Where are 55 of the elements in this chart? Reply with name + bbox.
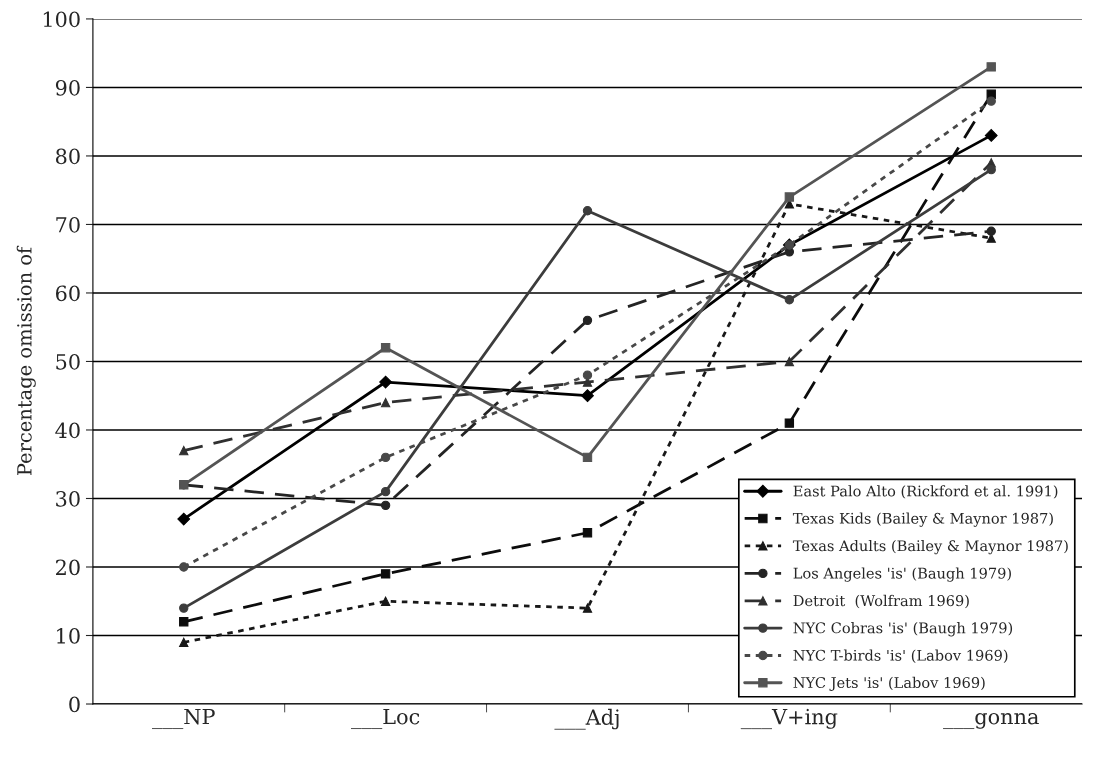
point (581, 389, 594, 403)
point (380, 569, 391, 579)
y-tick-label: 0 (69, 696, 80, 713)
point (380, 500, 391, 511)
point (179, 637, 189, 648)
legend-label: NYC T-birds 'is' (Labov 1969) (793, 649, 1008, 663)
legend-label: Texas Adults (Bailey & Maynor 1987) (792, 539, 1068, 555)
point (380, 596, 391, 606)
x-tick-label: ___NP (152, 708, 215, 730)
point (582, 206, 593, 216)
point (179, 445, 189, 456)
point (179, 603, 189, 613)
y-tick-label: 90 (55, 79, 80, 96)
point (380, 486, 391, 497)
x-tick-label: ___Loc (350, 708, 420, 730)
point (784, 295, 795, 305)
legend-label: East Palo Alto (Rickford et al. 1991) (793, 485, 1058, 499)
point (179, 562, 189, 572)
point (784, 418, 795, 428)
x-tick-label: ___Adj (554, 708, 619, 730)
point (986, 62, 996, 72)
point (984, 128, 998, 142)
y-tick-label: 50 (56, 353, 80, 370)
point (582, 315, 593, 326)
legend-label: Texas Kids (Bailey & Maynor 1987) (792, 512, 1053, 527)
x-tick-label: ___V+ing (740, 708, 838, 730)
y-tick-label: 70 (56, 216, 80, 233)
legend-label: Detroit (Wolfram 1969) (793, 594, 969, 609)
point (179, 617, 189, 627)
point (380, 343, 391, 353)
point (582, 452, 593, 463)
point (582, 603, 593, 613)
y-tick-label: 10 (57, 627, 80, 644)
legend-label: NYC Jets 'is' (Labov 1969) (793, 676, 985, 691)
legend-label: Los Angeles 'is' (Baugh 1979) (793, 567, 1011, 582)
point (986, 96, 996, 106)
point (986, 164, 996, 175)
point (582, 528, 593, 538)
point (380, 452, 391, 463)
legend-label: NYC Cobras 'is' (Baugh 1979) (793, 622, 1013, 637)
y-axis-title: Percentage omission of (16, 245, 36, 476)
y-tick-label: 40 (55, 422, 80, 439)
point (582, 370, 593, 380)
y-tick-label: 80 (55, 148, 80, 165)
point (784, 192, 795, 202)
y-tick-label: 20 (56, 559, 80, 576)
point (784, 356, 795, 367)
x-tick-label: ___gonna (943, 713, 1039, 730)
y-tick-label: 30 (56, 490, 80, 507)
point (177, 512, 191, 526)
y-tick-label: 60 (55, 285, 80, 302)
point (379, 375, 393, 389)
y-tick-label: 100 (43, 11, 80, 28)
point (986, 226, 996, 236)
point (380, 397, 391, 408)
